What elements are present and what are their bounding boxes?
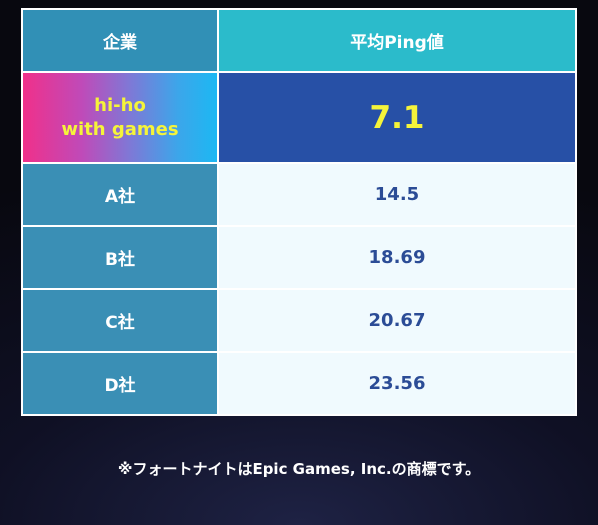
table-grid: 企業 平均Ping値 hi-ho with games 7.1 A社 14.5 … <box>23 10 575 414</box>
row-company-d: D社 <box>23 353 217 414</box>
highlight-ping-value: 7.1 <box>219 73 575 162</box>
row-value-c: 20.67 <box>219 290 575 351</box>
highlight-company-cell: hi-ho with games <box>23 73 217 162</box>
row-company-c: C社 <box>23 290 217 351</box>
row-company-a: A社 <box>23 164 217 225</box>
row-value-d: 23.56 <box>219 353 575 414</box>
row-value-a: 14.5 <box>219 164 575 225</box>
header-company: 企業 <box>23 10 217 71</box>
highlight-company-line2: with games <box>61 118 179 140</box>
header-average-ping: 平均Ping値 <box>219 10 575 71</box>
row-company-b: B社 <box>23 227 217 288</box>
highlight-company-line1: hi-ho <box>94 94 146 116</box>
trademark-footnote: ※フォートナイトはEpic Games, Inc.の商標です。 <box>117 460 481 478</box>
ping-comparison-table: 企業 平均Ping値 hi-ho with games 7.1 A社 14.5 … <box>21 8 577 416</box>
row-value-b: 18.69 <box>219 227 575 288</box>
